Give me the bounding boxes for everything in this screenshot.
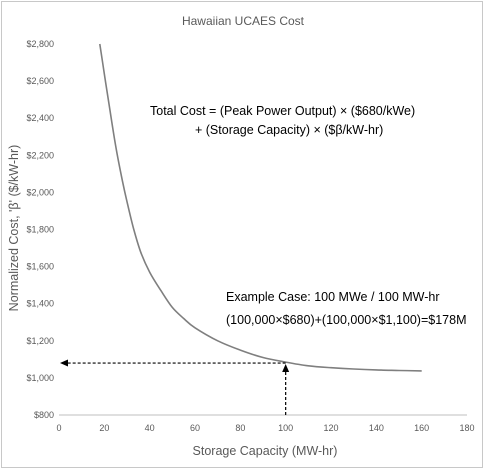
x-tick-label: 100 <box>278 423 293 433</box>
y-axis-label: Normalized Cost, 'β' ($/kW-hr) <box>7 145 21 312</box>
series-line-cost-curve <box>99 43 422 372</box>
x-tick-label: 0 <box>56 423 61 433</box>
reference-arrowhead-up <box>282 364 290 373</box>
y-tick-label: $2,200 <box>26 150 54 160</box>
reference-arrowhead-left <box>60 359 68 367</box>
x-tick-label: 140 <box>369 423 384 433</box>
chart-title: Hawaiian UCAES Cost <box>182 14 305 28</box>
example-annotation-line-2: (100,000×$680)+(100,000×$1,100)=$178M <box>226 313 466 327</box>
cost-chart: Hawaiian UCAES Cost $800 $1,000 $1,200 $1,4… <box>7 14 475 458</box>
y-tick-label: $2,800 <box>26 39 54 49</box>
x-tick-label: 40 <box>145 423 155 433</box>
x-tick-label: 160 <box>414 423 429 433</box>
x-tick-label: 80 <box>235 423 245 433</box>
y-tick-label: $800 <box>34 410 54 420</box>
x-axis-label: Storage Capacity (MW-hr) <box>193 444 338 458</box>
y-tick-label: $1,000 <box>26 373 54 383</box>
y-tick-label: $2,600 <box>26 76 54 86</box>
y-tick-label: $1,400 <box>26 299 54 309</box>
y-axis-ticks: $800 $1,000 $1,200 $1,400 $1,600 $1,800 $2,000… <box>26 39 54 420</box>
y-tick-label: $1,200 <box>26 336 54 346</box>
x-tick-label: 20 <box>99 423 109 433</box>
x-tick-label: 180 <box>459 423 474 433</box>
y-tick-label: $1,800 <box>26 225 54 235</box>
x-tick-label: 60 <box>190 423 200 433</box>
example-annotation-line-1: Example Case: 100 MWe / 100 MW-hr <box>226 290 440 304</box>
y-tick-label: $2,000 <box>26 187 54 197</box>
y-tick-label: $1,600 <box>26 262 54 272</box>
formula-annotation-line-1: Total Cost = (Peak Power Output) × ($680… <box>150 104 415 118</box>
x-axis-ticks: 0 20 40 60 80 100 120 140 160 180 <box>56 423 474 433</box>
y-tick-label: $2,400 <box>26 113 54 123</box>
formula-annotation-line-2: + (Storage Capacity) × ($β/kW-hr) <box>195 123 383 137</box>
x-tick-label: 120 <box>323 423 338 433</box>
chart-frame: Hawaiian UCAES Cost $800 $1,000 $1,200 $1,4… <box>1 1 483 468</box>
